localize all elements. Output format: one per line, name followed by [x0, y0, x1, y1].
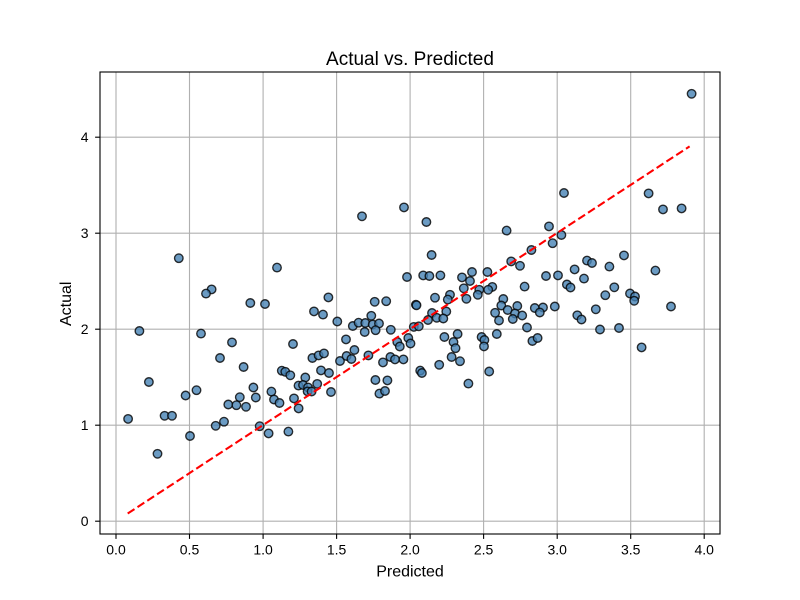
- svg-text:Actual: Actual: [58, 282, 75, 326]
- svg-text:2.0: 2.0: [400, 542, 420, 558]
- svg-text:3.5: 3.5: [621, 542, 641, 558]
- svg-text:0.5: 0.5: [180, 542, 200, 558]
- svg-text:4: 4: [81, 129, 89, 145]
- svg-text:1.0: 1.0: [253, 542, 273, 558]
- svg-text:4.0: 4.0: [694, 542, 714, 558]
- svg-text:2.5: 2.5: [474, 542, 494, 558]
- svg-text:3: 3: [81, 225, 89, 241]
- svg-text:Predicted: Predicted: [376, 564, 444, 581]
- svg-text:1: 1: [81, 417, 89, 433]
- svg-text:0: 0: [81, 513, 89, 529]
- svg-text:0.0: 0.0: [106, 542, 126, 558]
- svg-text:2: 2: [81, 321, 89, 337]
- svg-text:1.5: 1.5: [327, 542, 347, 558]
- svg-text:Actual vs. Predicted: Actual vs. Predicted: [326, 49, 494, 70]
- svg-text:3.0: 3.0: [547, 542, 567, 558]
